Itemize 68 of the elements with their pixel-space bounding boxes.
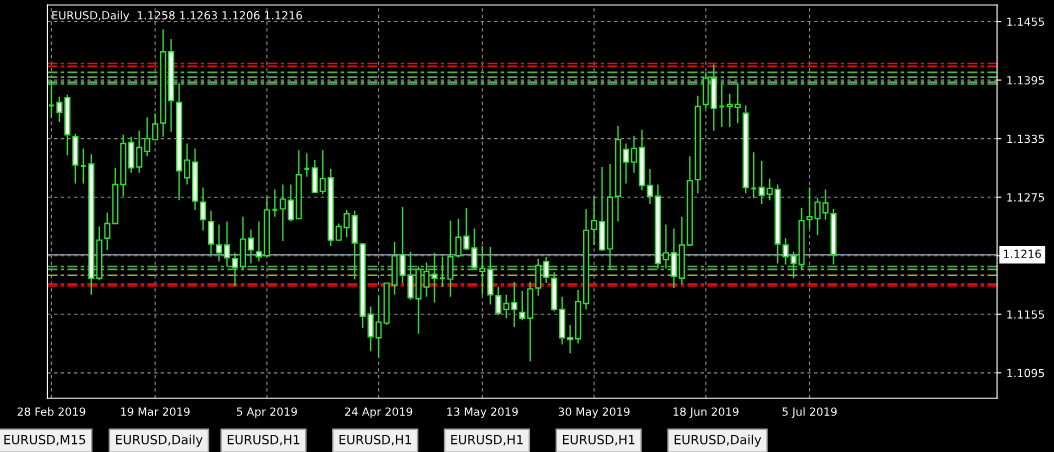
candlestick xyxy=(766,177,773,201)
candlestick xyxy=(271,188,279,218)
ref-line-label: 1.1216 xyxy=(1004,249,1041,258)
text: EURUSD,H1 xyxy=(451,434,523,446)
candlestick xyxy=(247,228,255,265)
candlestick xyxy=(535,257,542,297)
candlestick xyxy=(734,82,741,124)
text: EURUSD,H1 xyxy=(227,434,300,446)
text: EURUSD,Daily 1.1258 1.1263 1.1206 1.1216 xyxy=(52,10,302,22)
candlestick xyxy=(630,135,638,174)
candlestick xyxy=(646,168,654,205)
candlestick xyxy=(207,210,215,258)
candlestick xyxy=(543,256,550,284)
candlestick xyxy=(726,93,733,128)
x-tick-label: 18 Jun 2019 xyxy=(673,407,739,418)
candlestick xyxy=(511,281,518,328)
candlestick xyxy=(447,219,454,298)
y-tick-label: 1.1155 xyxy=(1007,310,1045,319)
x-tick-label: 5 Jul 2019 xyxy=(782,407,837,418)
candlestick xyxy=(375,295,382,358)
text: EURUSD,M15 xyxy=(4,434,86,446)
candlestick xyxy=(231,252,239,287)
candlestick xyxy=(439,256,446,288)
y-tick-label: 1.1275 xyxy=(1007,193,1045,202)
candlestick xyxy=(567,324,574,355)
y-tick-label: 1.1095 xyxy=(1007,368,1045,378)
candlestick xyxy=(144,116,151,157)
candlestick xyxy=(223,220,231,268)
text: EURUSD,Daily xyxy=(674,434,762,447)
candlestick xyxy=(670,227,677,289)
candlestick xyxy=(104,212,111,251)
candlestick xyxy=(503,294,510,319)
candlestick xyxy=(622,142,630,185)
text: EURUSD,Daily xyxy=(116,434,203,447)
candlestick xyxy=(343,209,350,238)
candlestick xyxy=(750,151,758,199)
candlestick xyxy=(519,290,526,321)
candlestick xyxy=(471,227,478,271)
y-tick-label: 1.1335 xyxy=(1007,134,1045,144)
candlestick xyxy=(152,112,159,141)
candlestick xyxy=(255,220,262,263)
candlestick xyxy=(479,245,486,296)
candlestick xyxy=(136,130,143,174)
y-tick-label: 1.1455 xyxy=(1007,17,1045,26)
candlestick xyxy=(758,160,765,205)
candlestick xyxy=(718,83,726,128)
candlestick xyxy=(319,149,326,195)
candlestick xyxy=(303,152,311,178)
candlestick xyxy=(287,183,294,223)
candlestick xyxy=(495,286,502,316)
candlestick xyxy=(199,186,207,232)
candlestick xyxy=(662,223,669,270)
text: EURUSD,H1 xyxy=(563,434,635,446)
candlestick xyxy=(79,147,87,185)
candlestick xyxy=(367,305,374,353)
text: EURUSD,H1 xyxy=(339,434,411,446)
candlestick xyxy=(590,195,598,246)
candlestick xyxy=(215,223,223,263)
x-tick-label: 5 Apr 2019 xyxy=(236,407,297,418)
candlestick xyxy=(279,183,286,242)
y-tick-label: 1.1395 xyxy=(1007,76,1045,85)
candlestick xyxy=(183,142,191,186)
candlestick xyxy=(56,96,63,123)
x-tick-label: 13 May 2019 xyxy=(447,407,518,418)
x-tick-label: 30 May 2019 xyxy=(558,407,630,418)
x-tick-label: 24 Apr 2019 xyxy=(345,407,413,418)
x-tick-label: 28 Feb 2019 xyxy=(17,407,86,416)
x-tick-label: 19 Mar 2019 xyxy=(121,407,190,416)
